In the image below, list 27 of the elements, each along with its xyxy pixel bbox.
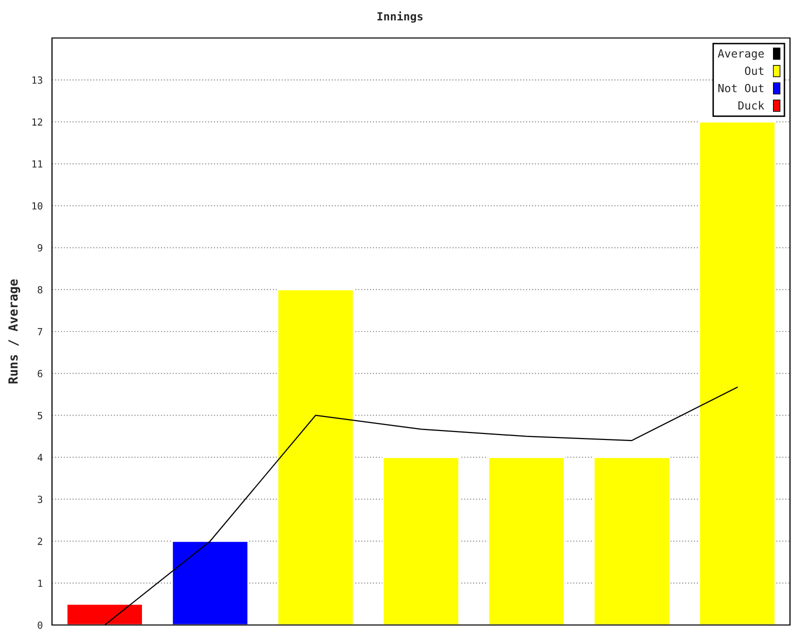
y-tick-label: 2 xyxy=(38,538,42,545)
y-tick-label: 8 xyxy=(38,286,42,294)
y-tick-label: 13 xyxy=(32,76,42,84)
chart-title: Innings xyxy=(378,11,423,23)
y-tick-label: 9 xyxy=(38,244,42,252)
y-tick-label: 1 xyxy=(38,580,42,587)
bar xyxy=(382,456,460,625)
y-tick-label: 0 xyxy=(38,622,42,629)
y-tick-label: 11 xyxy=(32,160,42,168)
legend-label: Out xyxy=(745,66,764,75)
legend-label: Average xyxy=(718,49,764,60)
bar xyxy=(698,121,776,625)
y-tick-label: 4 xyxy=(38,454,43,462)
bar xyxy=(488,456,566,625)
y-tick-label: 5 xyxy=(38,412,42,420)
y-tick-label: 12 xyxy=(32,118,42,126)
bar xyxy=(171,540,249,625)
y-tick-label: 7 xyxy=(38,328,42,336)
y-tick-label: 10 xyxy=(32,202,42,210)
legend-label: Not Out xyxy=(718,84,764,92)
y-tick-label: 6 xyxy=(38,370,42,378)
legend-label: Duck xyxy=(738,101,764,110)
y-axis-title: Runs / Average xyxy=(8,279,20,384)
bar xyxy=(276,288,354,625)
bar xyxy=(66,603,144,625)
y-tick-label: 3 xyxy=(38,496,42,504)
bar xyxy=(593,456,671,625)
